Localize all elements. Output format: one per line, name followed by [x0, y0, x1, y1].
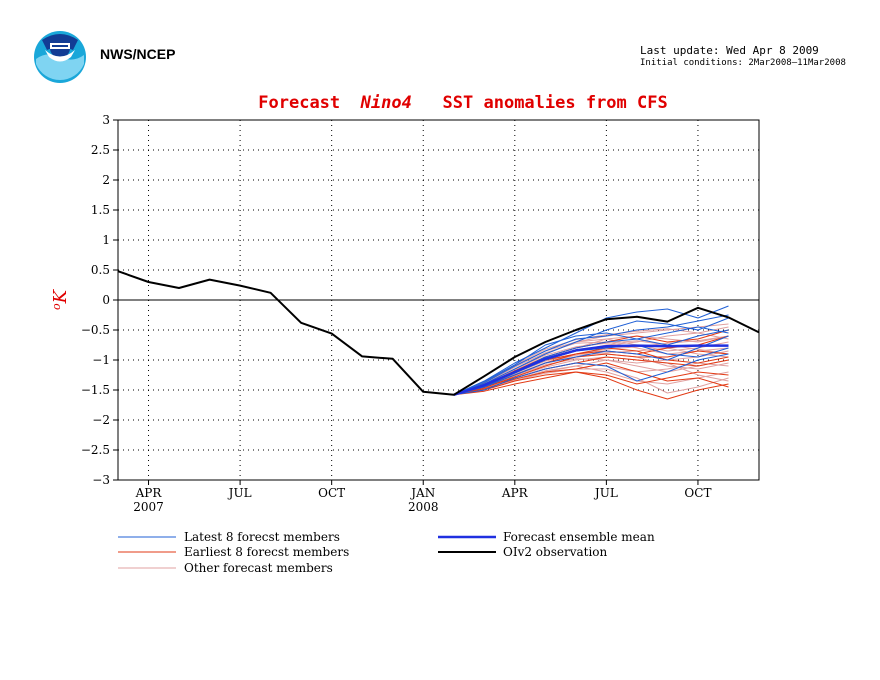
y-tick-label: −2.5	[81, 443, 110, 457]
x-tick-label: JUL	[227, 486, 252, 500]
last-update-text: Last update: Wed Apr 8 2009	[640, 44, 819, 57]
org-name: NWS/NCEP	[100, 46, 176, 62]
latest-member-line	[453, 314, 729, 396]
plot-frame	[117, 119, 760, 481]
ensemble-mean-layer	[453, 344, 729, 396]
other-member-line	[453, 341, 729, 396]
observation-line	[117, 270, 760, 396]
y-axis-unit-sup: o	[50, 303, 63, 310]
x-tick-year-label: 2008	[408, 500, 439, 514]
legend-label-mean: Forecast ensemble mean	[503, 530, 655, 544]
y-tick-label: 1.5	[91, 203, 110, 217]
y-tick-label: −1	[92, 353, 110, 367]
initial-conditions-text: Initial conditions: 2Mar2008–11Mar2008	[640, 58, 846, 68]
x-tick-label: APR	[501, 486, 529, 500]
other-member-line	[453, 368, 729, 396]
y-tick-label: 3	[102, 113, 110, 127]
earliest-member-line	[453, 371, 729, 396]
earliest-member-line	[453, 371, 729, 400]
chart-title: Forecast Nino4 SST anomalies from CFS	[258, 93, 667, 113]
y-tick-label: −2	[92, 413, 110, 427]
noaa-logo-icon	[34, 31, 86, 83]
legend-label-other: Other forecast members	[184, 561, 333, 575]
x-tick-label: APR	[135, 486, 163, 500]
legend-label-observation: OIv2 observation	[503, 545, 608, 559]
y-tick-label: 2.5	[91, 143, 110, 157]
chart-title-prefix: Forecast	[258, 93, 340, 113]
y-tick-label: 1	[102, 233, 110, 247]
legend-label-earliest: Earliest 8 forecst members	[184, 545, 349, 559]
x-tick-label: JAN	[409, 486, 435, 500]
y-tick-label: −0.5	[81, 323, 110, 337]
chart-title-region: Nino4	[360, 93, 412, 113]
latest-member-line	[453, 335, 729, 396]
latest-member-line	[453, 353, 729, 396]
y-tick-label: −1.5	[81, 383, 110, 397]
legend: Latest 8 forecst members Earliest 8 fore…	[118, 530, 655, 575]
y-tick-label: −3	[92, 473, 110, 487]
y-tick-label: 0	[102, 293, 110, 307]
y-tick-label: 2	[102, 173, 110, 187]
x-tick-year-label: 2007	[133, 500, 164, 514]
x-tick-label: OCT	[684, 486, 711, 500]
chart-title-suffix: SST anomalies from CFS	[443, 93, 668, 113]
y-axis-label: oK	[50, 288, 71, 310]
axes-layer: 32.521.510.50−0.5−1−1.5−2−2.5−3APR2007JU…	[81, 113, 760, 514]
y-axis-unit: K	[50, 288, 71, 304]
latest-member-line	[453, 317, 729, 396]
legend-label-latest: Latest 8 forecst members	[184, 530, 340, 544]
x-tick-label: JUL	[593, 486, 618, 500]
latest-member-line	[453, 326, 729, 396]
x-tick-label: OCT	[318, 486, 345, 500]
observation-layer	[117, 270, 760, 396]
y-tick-label: 0.5	[91, 263, 110, 277]
ensemble-mean-line	[453, 344, 729, 396]
